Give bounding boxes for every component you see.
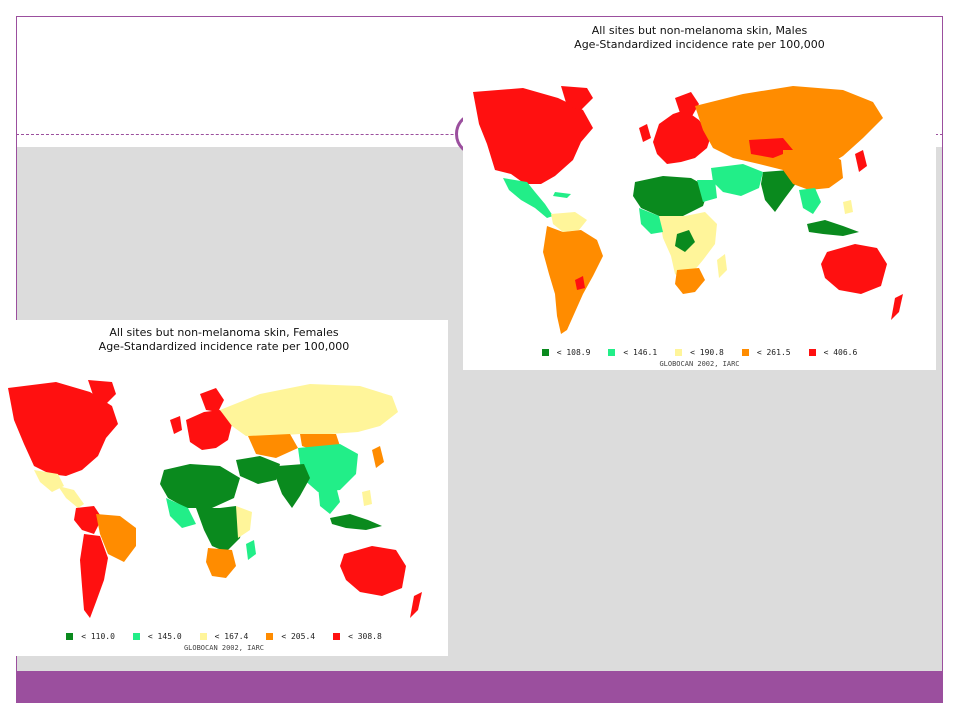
south-america — [543, 226, 603, 334]
russia — [695, 86, 883, 176]
south-america-north — [551, 212, 587, 232]
legend-label: < 108.9 — [556, 348, 591, 357]
legend-label: < 145.0 — [147, 632, 182, 641]
females-legend: < 110.0 < 145.0 < 167.4 < 205.4 < 308.8 — [0, 632, 448, 641]
males-map-card: All sites but non-melanoma skin, Males A… — [463, 18, 936, 370]
south-america-northwest — [74, 506, 102, 534]
china — [298, 444, 358, 492]
europe — [653, 110, 711, 164]
legend-label: < 167.4 — [214, 632, 249, 641]
north-america — [473, 88, 593, 184]
south-america-east — [96, 514, 136, 562]
north-america — [8, 382, 118, 476]
legend-swatch — [333, 633, 341, 640]
egypt — [697, 180, 717, 202]
females-map-card: All sites but non-melanoma skin, Females… — [0, 320, 448, 656]
legend-label: < 190.8 — [690, 348, 724, 357]
china — [783, 150, 843, 190]
legend-swatch — [132, 633, 140, 640]
females-legend-item: < 110.0 — [66, 632, 115, 641]
madagascar — [246, 540, 256, 560]
females-map-title-line1: All sites but non-melanoma skin, Females — [109, 326, 339, 339]
japan — [372, 446, 384, 468]
legend-swatch — [608, 349, 616, 356]
females-legend-item: < 205.4 — [266, 632, 315, 641]
males-legend-item: < 146.1 — [608, 348, 657, 357]
new-zealand — [891, 294, 903, 320]
west-africa — [639, 208, 663, 234]
west-africa — [166, 498, 196, 528]
greenland — [561, 86, 593, 110]
legend-swatch — [741, 349, 749, 356]
mexico — [34, 470, 64, 492]
south-asia — [761, 170, 797, 212]
males-map-title-line1: All sites but non-melanoma skin, Males — [591, 24, 808, 37]
new-zealand — [410, 592, 422, 618]
females-source: GLOBOCAN 2002, IARC — [183, 644, 265, 652]
females-legend-item: < 167.4 — [199, 632, 249, 641]
females-legend-item: < 308.8 — [333, 632, 382, 641]
australia — [821, 244, 887, 294]
europe — [186, 410, 232, 450]
indonesia — [807, 220, 859, 236]
legend-label: < 406.6 — [823, 348, 858, 357]
central-asia — [248, 434, 298, 458]
legend-swatch — [541, 349, 549, 356]
indonesia — [330, 514, 382, 530]
scandinavia — [675, 92, 699, 118]
males-legend-item: < 406.6 — [808, 348, 858, 357]
caribbean — [553, 192, 571, 198]
males-legend-item: < 261.5 — [741, 348, 791, 357]
south-america-south — [80, 534, 108, 618]
southeast-asia — [318, 486, 340, 514]
japan — [855, 150, 867, 172]
southern-africa — [206, 548, 236, 578]
males-source: GLOBOCAN 2002, IARC — [659, 360, 740, 368]
females-legend-item: < 145.0 — [132, 632, 182, 641]
legend-swatch — [66, 633, 74, 640]
middle-east — [711, 164, 763, 196]
australia — [340, 546, 406, 596]
uk — [639, 124, 651, 142]
legend-label: < 308.8 — [348, 632, 382, 641]
footer-band — [17, 671, 942, 702]
mongolia — [749, 138, 793, 158]
russia — [220, 384, 398, 436]
madagascar — [717, 254, 727, 278]
males-legend: < 108.9 < 146.1 < 190.8 < 261.5 < 406.6 — [463, 348, 936, 357]
legend-swatch — [808, 349, 816, 356]
uk — [170, 416, 182, 434]
africa-dark-patch — [675, 230, 695, 252]
males-legend-item: < 108.9 — [541, 348, 591, 357]
philippines — [843, 200, 853, 214]
legend-swatch — [675, 349, 683, 356]
females-world-map — [8, 380, 422, 618]
south-america-red — [575, 276, 585, 290]
legend-label: < 110.0 — [81, 632, 115, 641]
scandinavia — [200, 388, 224, 412]
north-africa — [160, 464, 240, 508]
legend-swatch — [199, 633, 207, 640]
middle-east — [236, 456, 280, 484]
greenland — [88, 380, 116, 404]
philippines — [362, 490, 372, 506]
females-map-title-line2: Age-Standardized incidence rate per 100,… — [98, 340, 350, 353]
legend-label: < 261.5 — [756, 348, 791, 357]
east-africa — [236, 506, 252, 538]
legend-label: < 205.4 — [281, 632, 316, 641]
north-africa — [633, 176, 709, 216]
central-america — [58, 486, 84, 508]
southern-africa — [675, 268, 705, 294]
legend-swatch — [266, 633, 274, 640]
males-map-title-line2: Age-Standardized incidence rate per 100,… — [574, 38, 825, 51]
southeast-asia — [799, 188, 821, 214]
south-asia — [276, 464, 310, 508]
central-america — [503, 178, 553, 218]
legend-label: < 146.1 — [623, 348, 658, 357]
central-africa — [196, 506, 244, 552]
males-world-map — [473, 86, 903, 334]
males-legend-item: < 190.8 — [675, 348, 724, 357]
